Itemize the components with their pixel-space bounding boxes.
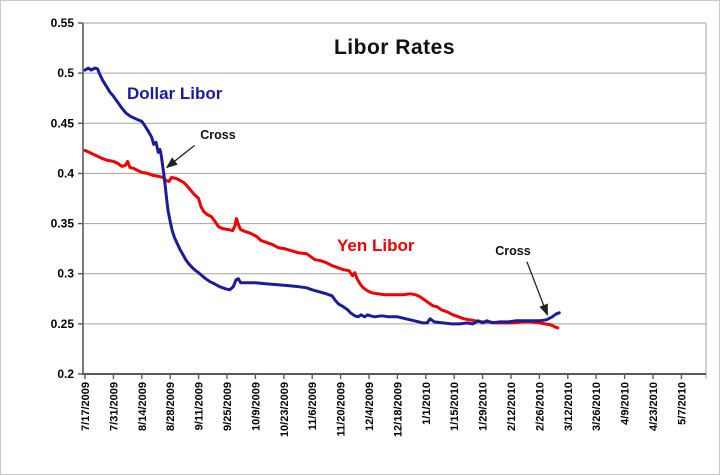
x-tick-label: 4/9/2010 (620, 382, 632, 425)
x-tick-label: 8/14/2009 (137, 382, 149, 431)
x-tick-label: 3/26/2010 (591, 382, 603, 431)
y-tick-label: 0.35 (51, 217, 75, 231)
cross-arrow-2 (526, 261, 548, 317)
y-tick-label: 0.25 (51, 317, 75, 331)
y-tick-label: 0.2 (57, 367, 74, 381)
y-tick-label: 0.4 (57, 166, 74, 180)
x-tick-label: 9/11/2009 (194, 382, 206, 430)
y-tick-label: 0.55 (51, 16, 75, 30)
x-tick-label: 2/26/2010 (534, 382, 546, 431)
x-tick-label: 11/20/2009 (336, 382, 348, 436)
cross-arrow-1 (165, 144, 196, 169)
x-tick-label: 1/29/2010 (478, 382, 490, 431)
x-tick-label: 8/28/2009 (165, 382, 177, 431)
x-tick-label: 1/1/2010 (421, 382, 433, 425)
y-tick-label: 0.5 (57, 66, 74, 80)
y-tick-label: 0.3 (57, 267, 74, 281)
yen-libor-series-label: Yen Libor (337, 236, 415, 255)
x-tick-label: 3/12/2010 (563, 382, 575, 431)
x-tick-label: 1/15/2010 (449, 382, 461, 431)
cross-annotation-1: Cross (200, 128, 236, 142)
x-tick-label: 4/23/2010 (648, 382, 660, 431)
chart-title: Libor Rates (333, 36, 456, 59)
dollar-libor-series-label: Dollar Libor (127, 84, 223, 103)
y-tick-label: 0.45 (51, 116, 75, 130)
x-tick-label: 12/18/2009 (392, 382, 404, 437)
x-tick-label: 9/25/2009 (222, 382, 234, 431)
x-tick-label: 12/4/2009 (364, 382, 376, 431)
x-tick-label: 2/12/2010 (506, 382, 518, 431)
x-tick-label: 10/23/2009 (279, 382, 291, 437)
x-tick-label: 10/9/2009 (250, 382, 262, 431)
x-tick-label: 7/17/2009 (80, 382, 92, 431)
dollar-libor-line (83, 66, 561, 326)
x-tick-label: 7/31/2009 (108, 382, 120, 431)
x-tick-label: 5/7/2010 (676, 382, 688, 425)
yen-libor-line (83, 148, 560, 330)
cross-annotation-2: Cross (495, 244, 531, 258)
x-tick-label: 11/6/2009 (307, 382, 319, 430)
